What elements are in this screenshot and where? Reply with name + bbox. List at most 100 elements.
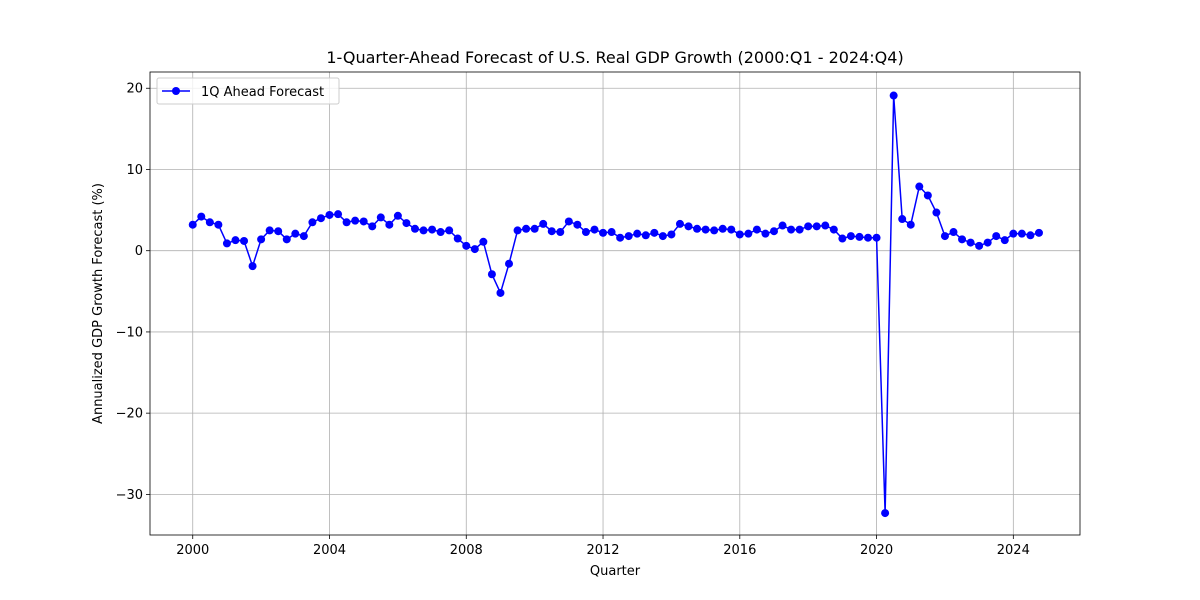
data-point xyxy=(1034,228,1043,237)
data-point xyxy=(342,218,351,227)
data-point xyxy=(846,232,855,241)
data-point xyxy=(240,236,249,245)
data-point xyxy=(539,219,548,228)
tick-layer: 2000 2004 2008 2012 2016 2020 2024 −30 −20 −10 0 10… xyxy=(116,82,1030,558)
y-axis-label: Annualized GDP Growth Forecast (%) xyxy=(91,183,106,424)
data-point xyxy=(906,220,915,229)
data-point xyxy=(359,217,368,226)
data-point xyxy=(607,228,616,237)
data-point xyxy=(727,225,736,234)
grid-layer xyxy=(150,72,1080,535)
data-point xyxy=(881,509,890,518)
data-point xyxy=(299,232,308,241)
data-point xyxy=(769,227,778,236)
data-point xyxy=(958,235,967,244)
chart-title: 1-Quarter-Ahead Forecast of U.S. Real GD… xyxy=(326,48,903,67)
data-point xyxy=(291,229,300,238)
data-point xyxy=(1009,229,1018,238)
data-point xyxy=(787,225,796,234)
data-point xyxy=(898,215,907,224)
data-point xyxy=(804,222,813,231)
x-tick-label: 2012 xyxy=(586,543,619,558)
data-point xyxy=(376,213,385,222)
data-point xyxy=(923,191,932,200)
data-point xyxy=(522,224,531,233)
data-point xyxy=(428,225,437,234)
data-point xyxy=(966,238,975,247)
x-tick-label: 2016 xyxy=(723,543,756,558)
data-point xyxy=(513,226,522,235)
y-tick-label: 0 xyxy=(135,244,143,259)
legend-box xyxy=(156,77,340,105)
data-point xyxy=(274,227,283,236)
y-tick-label: 20 xyxy=(126,82,143,97)
data-point xyxy=(564,217,573,226)
data-point xyxy=(701,225,710,234)
data-point xyxy=(257,235,266,244)
data-point xyxy=(547,227,556,236)
data-point xyxy=(650,228,659,237)
series-line xyxy=(192,94,1040,514)
data-point xyxy=(829,225,838,234)
data-point xyxy=(795,225,804,234)
data-point xyxy=(487,270,496,279)
data-point xyxy=(932,208,941,217)
data-point xyxy=(778,221,787,230)
data-point xyxy=(402,219,411,228)
data-point xyxy=(889,91,898,100)
data-point xyxy=(556,228,565,237)
data-point xyxy=(1000,236,1009,245)
x-tick-label: 2004 xyxy=(313,543,346,558)
y-tick-label: −30 xyxy=(116,488,143,503)
data-point xyxy=(393,211,402,220)
data-point xyxy=(505,259,514,268)
data-point xyxy=(949,228,958,237)
data-point xyxy=(573,220,582,229)
data-point xyxy=(248,262,257,271)
data-point xyxy=(282,235,291,244)
data-point xyxy=(496,288,505,297)
data-point xyxy=(658,232,667,241)
plot-frame xyxy=(149,71,1081,536)
data-point xyxy=(265,226,274,235)
data-point xyxy=(590,225,599,234)
data-point xyxy=(308,218,317,227)
data-point xyxy=(616,233,625,242)
data-point xyxy=(684,222,693,231)
x-tick-label: 2024 xyxy=(997,543,1030,558)
legend: 1Q Ahead Forecast xyxy=(156,77,340,105)
data-point xyxy=(351,216,360,225)
data-point xyxy=(462,241,471,250)
data-point xyxy=(693,224,702,233)
data-point xyxy=(453,234,462,243)
data-point xyxy=(992,232,1001,241)
data-point xyxy=(641,231,650,240)
data-point xyxy=(855,232,864,241)
data-point xyxy=(864,233,873,242)
data-point xyxy=(599,228,608,237)
data-point xyxy=(231,236,240,245)
data-point xyxy=(761,229,770,238)
data-point xyxy=(872,233,881,242)
data-point xyxy=(675,219,684,228)
data-point xyxy=(334,210,343,219)
data-point xyxy=(436,228,445,237)
y-tick-label: −10 xyxy=(116,325,143,340)
data-point xyxy=(821,221,830,230)
x-tick-label: 2000 xyxy=(176,543,209,558)
x-tick-label: 2020 xyxy=(860,543,893,558)
data-point xyxy=(983,238,992,247)
data-point xyxy=(667,230,676,239)
data-point xyxy=(385,220,394,229)
data-point xyxy=(530,224,539,233)
data-point xyxy=(710,226,719,235)
data-point xyxy=(735,230,744,239)
legend-marker-swatch xyxy=(172,87,180,95)
data-point xyxy=(812,222,821,231)
data-point xyxy=(222,239,231,248)
data-point xyxy=(316,214,325,223)
data-point xyxy=(419,226,428,235)
legend-entry-label: 1Q Ahead Forecast xyxy=(201,85,324,100)
data-point xyxy=(975,241,984,250)
